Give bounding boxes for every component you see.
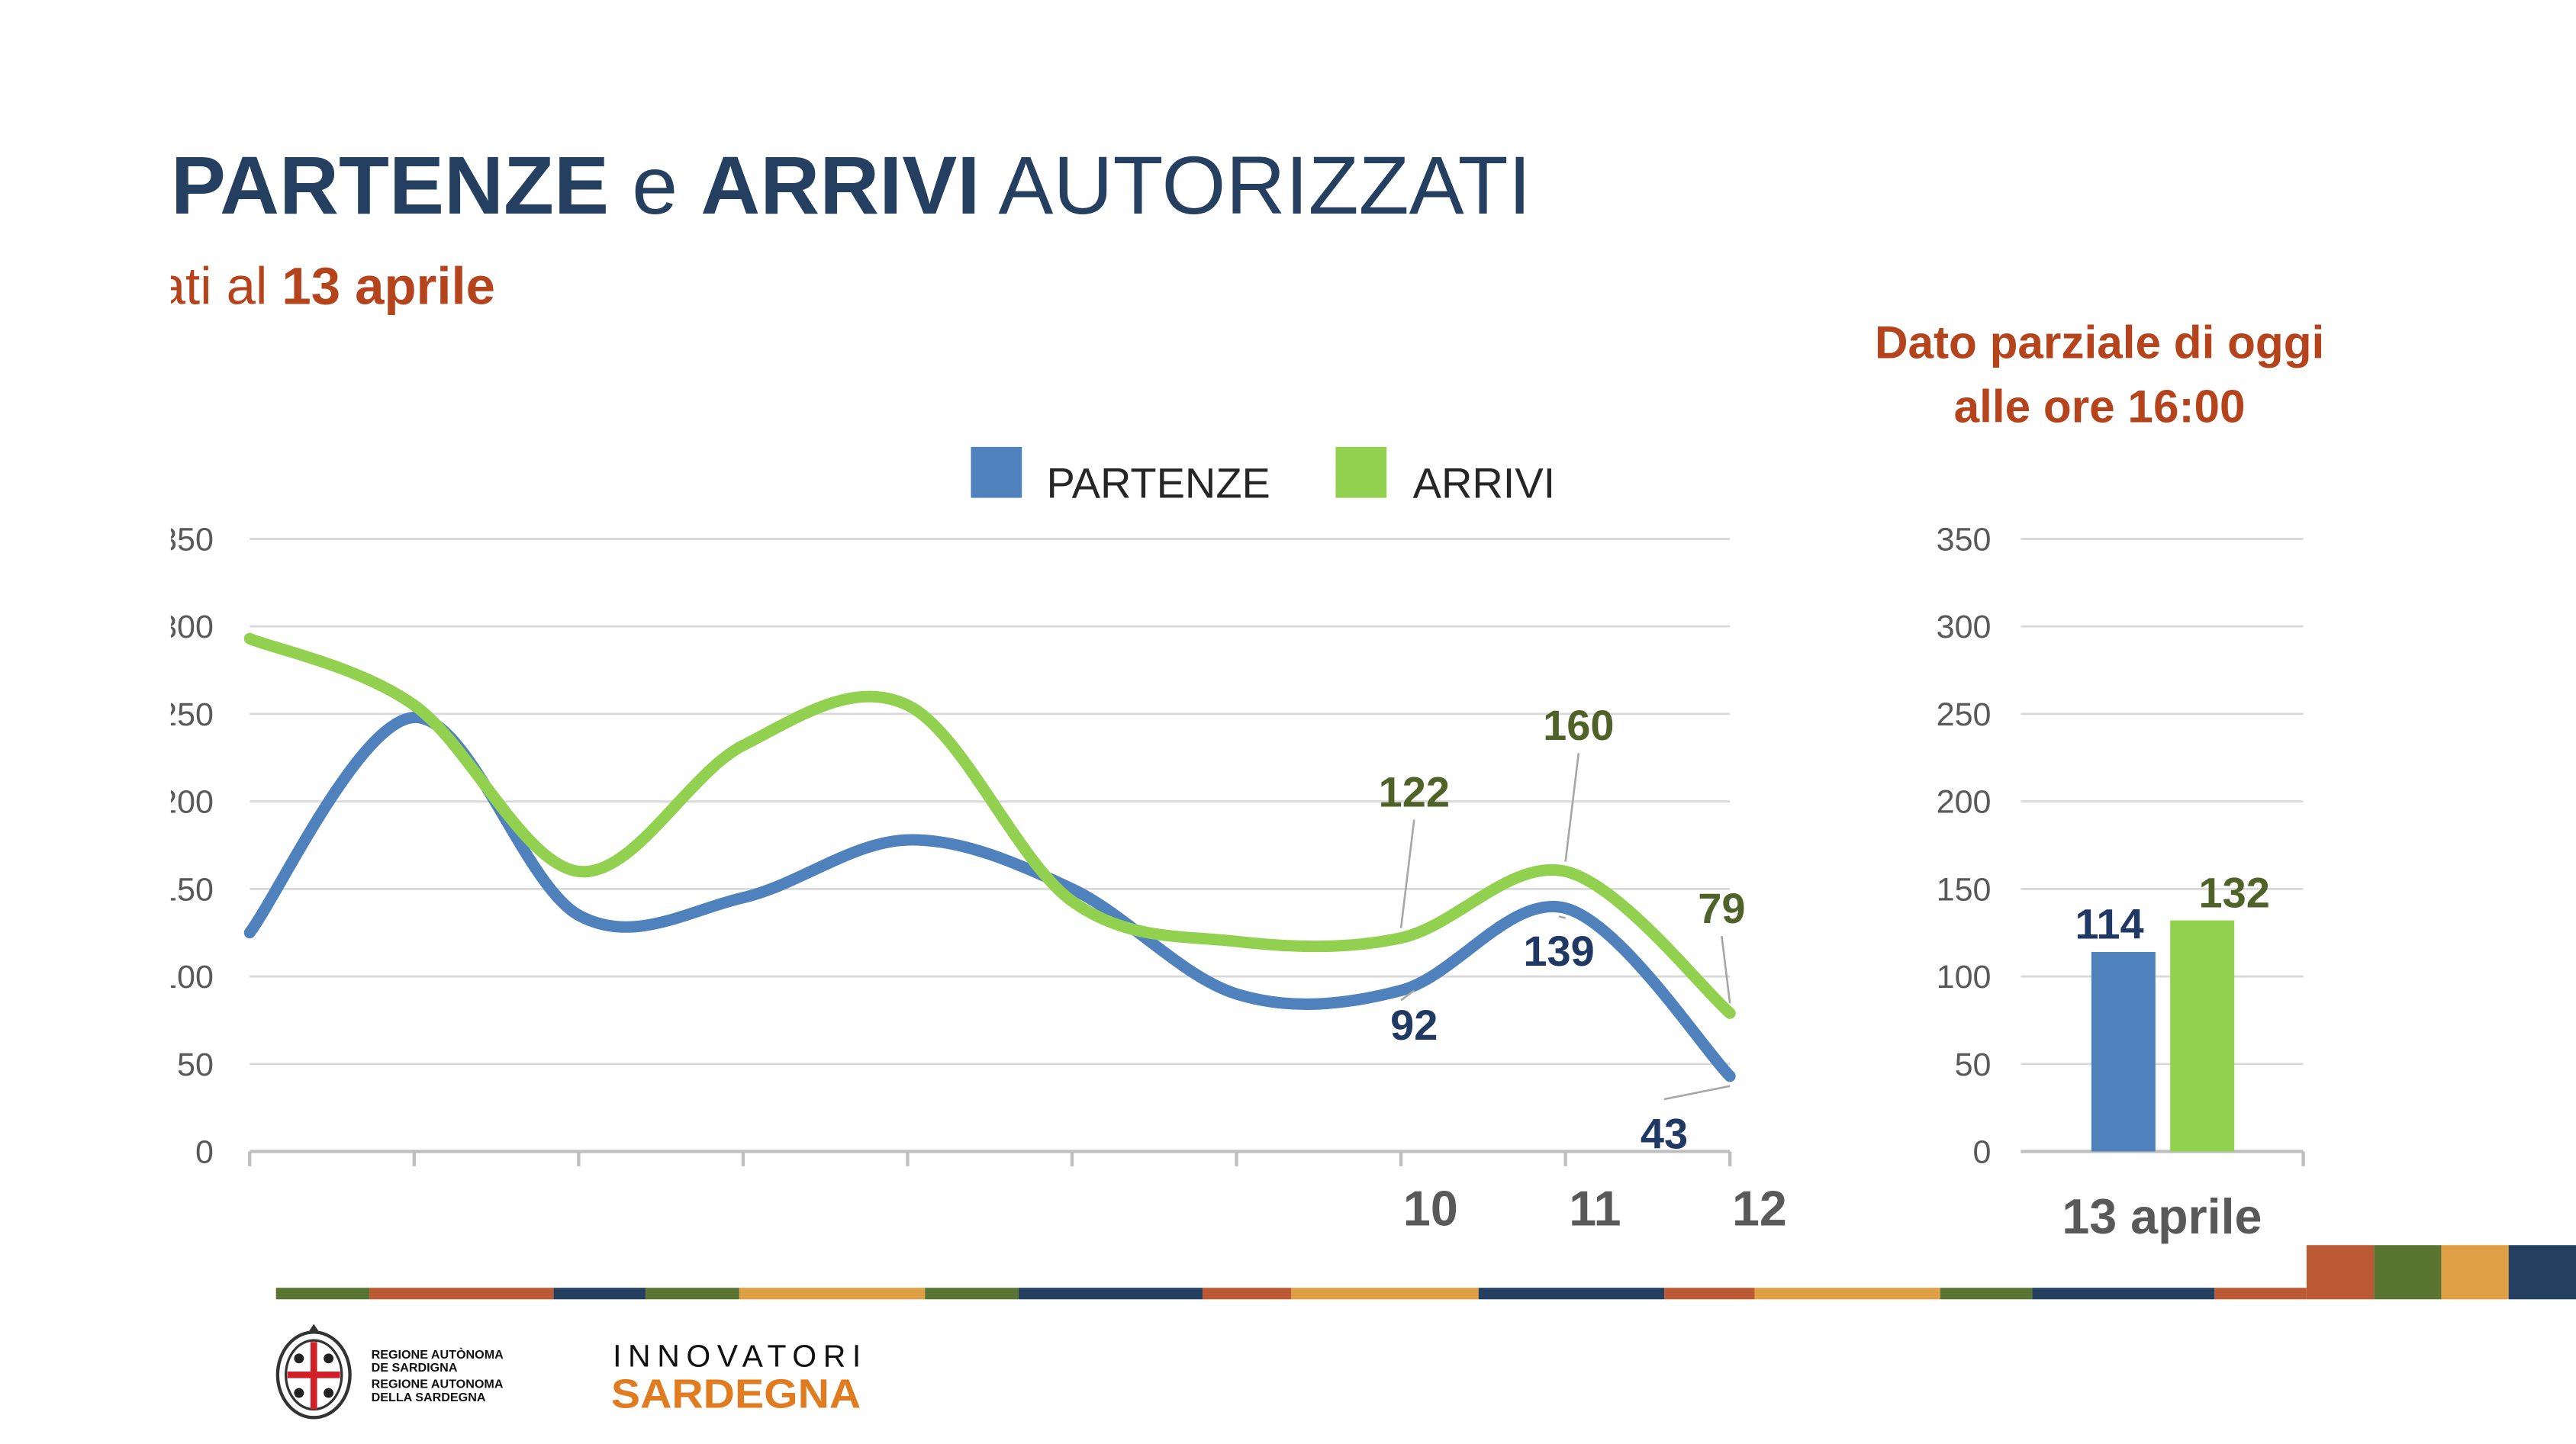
region-text-4: DELLA SARDEGNA [372,1391,486,1404]
partial-note-line2: alle ore 16:00 [1954,381,2246,433]
legend-swatch-arrivi [1335,446,1387,498]
stripe-block [2374,1245,2442,1300]
data-label: 43 [1641,1110,1688,1158]
title-partenze: PARTENZE [171,140,609,231]
stripe-segment [2032,1288,2215,1300]
region-text-3: REGIONE AUTONOMA [372,1378,504,1391]
subtitle-date: 13 aprile [282,257,495,316]
stripe-segment [275,1288,370,1300]
stripe-segment [1664,1288,1755,1300]
bar-arrivi [2170,920,2235,1152]
bar-partenze [2091,951,2156,1152]
region-text-1: REGIONE AUTÒNOMA [372,1347,504,1362]
title-autorizzati: AUTORIZZATI [980,140,1531,231]
partial-note: Dato parziale di oggi alle ore 16:00 [1875,317,2324,433]
sardinia-coat-of-arms-logo [275,1323,352,1420]
region-text-2: DE SARDIGNA [372,1361,458,1375]
bar-chart: 0 50 100 150 200 250 300 350 13 aprile 114 132 [1937,522,2305,1244]
partial-note-line1: Dato parziale di oggi [1875,317,2324,368]
y-tick-label: 100 [1937,959,1992,995]
data-label: 132 [2198,868,2269,916]
legend-swatch-partenze [971,446,1022,498]
leader-line [1564,753,1580,862]
footer: REGIONE AUTÒNOMA DE SARDIGNA REGIONE AUT… [275,1323,868,1420]
data-label: 139 [1523,927,1594,975]
data-label: 122 [1379,767,1450,815]
y-tick-label: 0 [195,1134,214,1171]
x-tick-label: 10 [1403,1181,1458,1236]
stripe-segment [2214,1288,2307,1300]
x-tick-label: 11 [1569,1181,1621,1236]
y-tick-label: 150 [1937,871,1992,908]
stripe-segment [1754,1288,1940,1300]
series-line-arrivi [243,632,1736,1019]
page-subtitle: Dati al 13 aprile [118,257,495,316]
leader-line [1400,989,1415,1002]
stripe-segment [1478,1288,1665,1300]
title-e: e [609,140,700,231]
legend-label-partenze: PARTENZE [1047,459,1270,507]
y-tick-label: 350 [1937,522,1992,558]
legend-label-arrivi: ARRIVI [1413,459,1556,507]
x-tick-label: 13 aprile [2062,1189,2262,1244]
stripe-segment [1291,1288,1479,1300]
sardegna-logo-text: SARDEGNA [611,1371,861,1417]
stripe-segment [553,1288,646,1300]
stripe-segment [925,1288,1019,1300]
data-label: 92 [1390,1001,1438,1049]
y-tick-label: 200 [1937,784,1992,821]
stripe-segment [1203,1288,1292,1300]
stripe-block [2441,1245,2509,1300]
data-label: 79 [1698,884,1745,932]
legend: PARTENZE ARRIVI [971,446,1556,507]
slide-header: PARTENZE e ARRIVI AUTORIZZATI Dati al 13… [0,131,1531,329]
leader-line [1558,915,1566,919]
data-label: 114 [2075,900,2143,948]
color-stripe [275,1245,2576,1300]
innovatori-logo-text: INNOVATORI [613,1339,868,1374]
page-title: PARTENZE e ARRIVI AUTORIZZATI [171,140,1531,231]
stripe-segment [1940,1288,2033,1300]
stripe-segment [739,1288,926,1300]
title-arrivi: ARRIVI [700,140,980,231]
leader-line [1663,1085,1731,1101]
stripe-segment [1018,1288,1203,1300]
stripe-segment [646,1288,739,1300]
y-tick-label: 300 [1937,609,1992,645]
x-tick-label: 12 [1732,1181,1787,1236]
y-tick-label: 250 [1937,696,1992,733]
y-tick-label: 50 [177,1047,214,1083]
data-label: 160 [1543,701,1614,749]
leader-line [1721,935,1731,1004]
y-tick-label: 50 [1955,1047,1992,1083]
stripe-block [2508,1245,2576,1300]
stripe-block [2306,1245,2375,1300]
y-tick-label: 0 [1973,1134,1992,1171]
stripe-segment [369,1288,554,1300]
leader-line [1399,819,1415,928]
